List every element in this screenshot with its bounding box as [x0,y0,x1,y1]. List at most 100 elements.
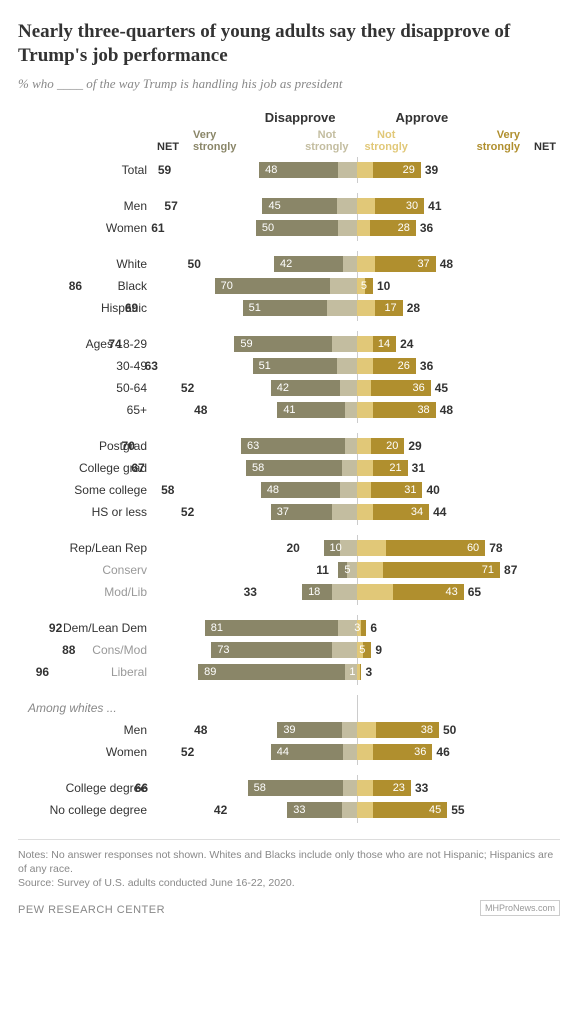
disapprove-not-strongly-bar [332,504,357,520]
disapprove-very-value: 48 [265,164,277,176]
approve-very-value: 26 [398,360,410,372]
approve-very-value: 5 [359,644,365,656]
data-row: Liberal 96 89 1 3 [18,661,560,683]
disapprove-very-strongly-bar: 70 [215,278,331,294]
data-row: HS or less 52 37 34 44 [18,501,560,523]
approve-very-strongly-bar: 36 [373,744,432,760]
approve-net: 44 [429,505,446,519]
disapprove-not-strongly-bar [338,220,356,236]
disapprove-net: 86 [69,279,86,293]
disapprove-very-value: 81 [211,622,223,634]
approve-net: 40 [422,483,439,497]
approve-net: 65 [464,585,481,599]
disapprove-net: 42 [214,803,231,817]
disapprove-very-value: 59 [240,338,252,350]
approve-very-value: 21 [389,462,401,474]
footer-attribution: PEW RESEARCH CENTER [18,904,165,916]
approve-not-strongly-bar [357,504,374,520]
approve-not-strongly-bar [357,380,372,396]
header-net-right: NET [530,141,560,153]
data-row: College grad 67 58 21 31 [18,457,560,479]
row-label: College degree [18,781,153,795]
disapprove-not-strongly-bar [338,162,356,178]
data-row: Black 86 70 5 10 [18,275,560,297]
approve-very-strongly-bar: 20 [371,438,404,454]
data-row: Postgrad 70 63 20 29 [18,435,560,457]
approve-very-value: 38 [421,724,433,736]
approve-net: 33 [411,781,428,795]
disapprove-net: 48 [194,723,211,737]
data-row: Total 59 48 29 39 [18,159,560,181]
approve-very-value: 17 [384,302,396,314]
approve-very-value: 20 [386,440,398,452]
group-heading: Among whites ... [18,701,153,715]
disapprove-net: 50 [188,257,205,271]
approve-very-value: 31 [404,484,416,496]
approve-net: 24 [396,337,413,351]
approve-not-strongly-bar [357,802,374,818]
disapprove-very-strongly-bar: 58 [248,780,344,796]
data-row: 50-64 52 42 36 45 [18,377,560,399]
data-row: 30-49 63 51 26 36 [18,355,560,377]
disapprove-very-value: 5 [344,564,350,576]
disapprove-very-value: 70 [221,280,233,292]
disapprove-net: 33 [244,585,261,599]
approve-not-strongly-bar [357,220,370,236]
data-row: Rep/Lean Rep 20 10 60 78 [18,537,560,559]
approve-very-strongly-bar: 37 [375,256,436,272]
disapprove-net: 52 [181,505,198,519]
disapprove-very-value: 73 [217,644,229,656]
disapprove-very-value: 33 [293,804,305,816]
disapprove-very-strongly-bar: 50 [256,220,339,236]
disapprove-very-strongly-bar: 10 [324,540,341,556]
approve-very-strongly-bar: 38 [376,722,439,738]
data-row: Men 48 39 38 50 [18,719,560,741]
approve-very-value: 60 [467,542,479,554]
disapprove-net: 70 [122,439,139,453]
approve-very-value: 36 [412,382,424,394]
approve-very-value: 23 [393,782,405,794]
disapprove-not-strongly-bar [342,802,357,818]
header-not-strongly-r: Notstrongly [365,129,408,153]
approve-net: 36 [416,359,433,373]
approve-net: 36 [416,221,433,235]
approve-net: 9 [371,643,382,657]
approve-not-strongly-bar [357,722,377,738]
data-row: College degree 66 58 23 33 [18,777,560,799]
disapprove-not-strongly-bar [342,460,357,476]
approve-very-value: 38 [417,404,429,416]
disapprove-very-value: 63 [247,440,259,452]
approve-not-strongly-bar [357,198,375,214]
disapprove-very-value: 42 [280,258,292,270]
data-row: No college degree 42 33 45 55 [18,799,560,821]
approve-very-strongly-bar: 31 [371,482,422,498]
data-row: Hispanic 69 51 17 28 [18,297,560,319]
disapprove-very-strongly-bar: 51 [243,300,327,316]
approve-very-strongly-bar: 29 [373,162,421,178]
approve-not-strongly-bar [357,358,374,374]
disapprove-very-value: 48 [267,484,279,496]
disapprove-net: 59 [158,163,175,177]
row-label: Men [18,199,153,213]
approve-very-value: 45 [429,804,441,816]
data-row: Dem/Lean Dem 92 81 3 6 [18,617,560,639]
row-label: Men [18,723,153,737]
source-text: Source: Survey of U.S. adults conducted … [18,876,560,890]
approve-very-value: 3 [354,622,360,634]
disapprove-very-strongly-bar: 44 [271,744,344,760]
approve-not-strongly-bar [357,562,383,578]
disapprove-net: 63 [145,359,162,373]
approve-very-strongly-bar: 5 [365,278,373,294]
approve-not-strongly-bar [357,540,387,556]
disapprove-net: 52 [181,381,198,395]
approve-not-strongly-bar [357,402,374,418]
approve-very-value: 30 [406,200,418,212]
disapprove-very-strongly-bar: 37 [271,504,332,520]
disapprove-very-value: 50 [262,222,274,234]
disapprove-not-strongly-bar [340,482,357,498]
disapprove-very-strongly-bar: 39 [277,722,341,738]
disapprove-very-strongly-bar: 89 [198,664,345,680]
header-not-strongly-l: Notstrongly [305,129,348,153]
disapprove-very-value: 44 [277,746,289,758]
disapprove-net: 52 [181,745,198,759]
